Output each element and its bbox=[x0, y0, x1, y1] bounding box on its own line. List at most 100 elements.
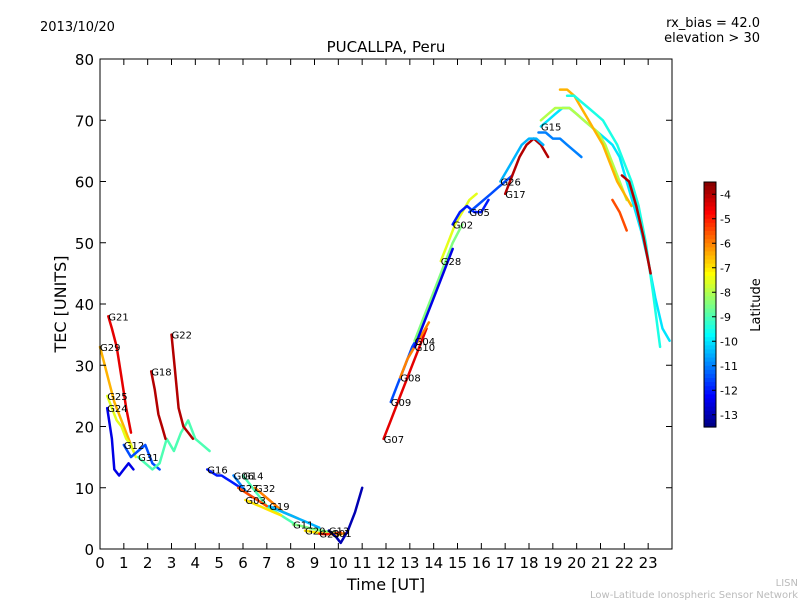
colorbar-segment bbox=[704, 235, 716, 240]
series-label-g18: G18 bbox=[151, 367, 171, 378]
series-label-g13: G13 bbox=[329, 527, 349, 538]
colorbar-label: Latitude bbox=[749, 278, 764, 332]
series-line-g27 bbox=[236, 486, 269, 508]
colorbar-segment bbox=[704, 394, 716, 400]
series-label-g07: G07 bbox=[384, 435, 404, 446]
series-label-g28: G28 bbox=[441, 257, 461, 268]
y-tick-label: 50 bbox=[75, 235, 94, 253]
colorbar-segment bbox=[704, 341, 716, 346]
series-label-g11: G11 bbox=[293, 521, 313, 532]
colorbar-segment bbox=[704, 239, 716, 244]
x-tick-label: 2 bbox=[143, 554, 153, 572]
series-line-unlabeled-34 bbox=[537, 131, 583, 159]
colorbar-segment bbox=[704, 206, 716, 212]
series-label-g29: G29 bbox=[100, 343, 120, 354]
x-tick-label: 9 bbox=[310, 554, 320, 572]
x-tick-label: 1 bbox=[119, 554, 129, 572]
colorbar-segment bbox=[704, 386, 716, 391]
series-label-g06: G06 bbox=[234, 472, 254, 483]
y-tick-label: 30 bbox=[75, 357, 94, 375]
series-line-unlabeled-31 bbox=[539, 106, 628, 202]
colorbar-segment bbox=[704, 202, 716, 208]
series-line-g14 bbox=[241, 474, 297, 526]
series-line-g03 bbox=[244, 498, 283, 517]
series-line-g17 bbox=[503, 137, 550, 196]
colorbar-segment bbox=[704, 357, 716, 363]
colorbar-segment bbox=[704, 349, 716, 355]
colorbar-segment bbox=[704, 337, 716, 342]
series-label-g21: G21 bbox=[108, 312, 128, 323]
series-label-g27: G27 bbox=[238, 484, 258, 495]
colorbar-segment bbox=[704, 263, 716, 269]
colorbar-tick-label: -4 bbox=[720, 188, 731, 201]
series-label-g03: G03 bbox=[245, 496, 265, 507]
series-label-g01: G01 bbox=[331, 529, 351, 540]
series-label-g23: G23 bbox=[319, 530, 339, 541]
series-line-g04 bbox=[413, 223, 464, 343]
colorbar-segment bbox=[704, 214, 716, 220]
x-tick-label: 15 bbox=[448, 554, 467, 572]
x-tick-label: 8 bbox=[286, 554, 296, 572]
y-axis-label: TEC [UNITS] bbox=[51, 256, 70, 354]
colorbar-segment bbox=[704, 292, 716, 297]
colorbar-segment bbox=[704, 324, 716, 330]
colorbar-segment bbox=[704, 329, 716, 334]
series-line-g05 bbox=[468, 174, 514, 214]
x-tick-label: 18 bbox=[519, 554, 538, 572]
colorbar-tick-label: -12 bbox=[720, 384, 738, 397]
plot-frame bbox=[99, 58, 673, 550]
y-axis: 0 10 20 30 40 50 60 70 80 bbox=[75, 51, 672, 559]
colorbar-segment bbox=[704, 275, 716, 281]
series-label-g16: G16 bbox=[207, 465, 227, 476]
series-line-unlabeled-35 bbox=[620, 174, 652, 275]
series-label-g10: G10 bbox=[415, 343, 435, 354]
colorbar-segment bbox=[704, 271, 716, 277]
date-label: 2013/10/20 bbox=[40, 20, 115, 35]
colorbar-tick-label: -7 bbox=[720, 262, 731, 275]
colorbar-segment bbox=[704, 198, 716, 204]
x-tick-label: 12 bbox=[376, 554, 395, 572]
x-tick-label: 11 bbox=[353, 554, 372, 572]
series-label-g19: G19 bbox=[269, 502, 289, 513]
x-axis: 0 1 2 3 4 5 6 7 8 9 10 11 12 13 14 15 16 17 18 19 20 21 22 23 bbox=[95, 59, 658, 572]
colorbar-segment bbox=[704, 251, 716, 257]
colorbar-segment bbox=[704, 304, 716, 310]
x-axis-label: Time [UT] bbox=[346, 575, 425, 594]
elevation-label: elevation > 30 bbox=[664, 31, 760, 46]
colorbar-segment bbox=[704, 398, 716, 404]
x-tick-label: 5 bbox=[214, 554, 224, 572]
series-label-g02: G02 bbox=[453, 220, 473, 231]
series-line-g13 bbox=[327, 486, 364, 545]
colorbar-segment bbox=[704, 226, 716, 232]
colorbar: -4 -5 -6 -7 -8 -9 -10 -11 -12 -13 bbox=[703, 181, 738, 428]
y-tick-label: 60 bbox=[75, 174, 94, 192]
colorbar-segment bbox=[704, 231, 716, 236]
series-line-g26 bbox=[499, 137, 545, 183]
series-label-g22: G22 bbox=[172, 331, 192, 342]
series-line-g02 bbox=[451, 198, 490, 226]
x-tick-label: 22 bbox=[615, 554, 634, 572]
colorbar-segment bbox=[704, 365, 716, 371]
series-label-g09: G09 bbox=[391, 398, 411, 409]
colorbar-segment bbox=[704, 406, 716, 412]
series-line-unlabeled-32 bbox=[558, 88, 633, 208]
colorbar-segment bbox=[704, 222, 716, 228]
colorbar-segment bbox=[704, 345, 716, 351]
series-line-g28 bbox=[439, 192, 478, 263]
colorbar-segment bbox=[704, 182, 716, 187]
colorbar-tick-label: -11 bbox=[720, 360, 738, 373]
series-line-unlabeled-36 bbox=[611, 198, 628, 232]
colorbar-segment bbox=[704, 243, 716, 248]
colorbar-segment bbox=[704, 320, 716, 326]
colorbar-segment bbox=[704, 361, 716, 367]
colorbar-segment bbox=[704, 369, 716, 375]
footer-lisn: LISN bbox=[776, 578, 798, 589]
colorbar-segment bbox=[704, 308, 716, 314]
colorbar-segment bbox=[704, 210, 716, 216]
x-tick-label: 3 bbox=[167, 554, 177, 572]
colorbar-tick-label: -8 bbox=[720, 286, 731, 299]
colorbar-segment bbox=[704, 414, 716, 420]
x-tick-label: 23 bbox=[639, 554, 658, 572]
colorbar-segment bbox=[704, 402, 716, 408]
colorbar-segment bbox=[704, 186, 716, 191]
